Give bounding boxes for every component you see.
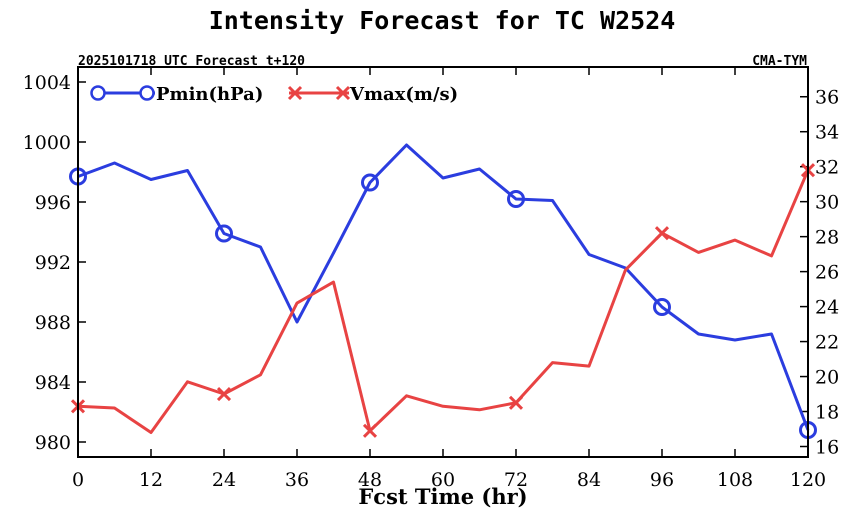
chart-subtitle-right: CMA-TYM <box>752 54 807 69</box>
x-tick-label: 36 <box>285 469 309 491</box>
legend: Pmin(hPa) Vmax(m/s) <box>90 84 458 105</box>
y-right-tick-label: 28 <box>815 227 839 249</box>
vmax-point <box>362 423 378 438</box>
data-series <box>69 143 817 439</box>
y-right-tick-label: 18 <box>815 402 839 424</box>
legend-pmin-label: Pmin(hPa) <box>156 84 263 105</box>
y-right-tick-label: 34 <box>815 122 839 144</box>
x-tick-label: 60 <box>431 469 455 491</box>
vmax-point <box>216 386 232 402</box>
y-left-tick-label: 980 <box>35 432 71 454</box>
x-tick-label: 48 <box>358 469 382 491</box>
x-tick-label: 84 <box>577 469 601 491</box>
x-tick-label: 72 <box>504 469 528 491</box>
y-left-tick-label: 1000 <box>23 132 71 154</box>
legend-pmin-marker <box>90 85 106 101</box>
y-right-tick-label: 16 <box>815 437 839 459</box>
legend-vmax-marker <box>287 85 303 101</box>
vmax-point <box>508 395 524 410</box>
y-right-tick-label: 32 <box>815 157 839 179</box>
legend-vmax-marker <box>335 85 351 101</box>
y-right-tick-label: 24 <box>815 297 839 319</box>
y-right-tick-label: 20 <box>815 367 839 389</box>
chart-title: Intensity Forecast for TC W2524 <box>209 6 676 35</box>
x-axis-label: Fcst Time (hr) <box>358 484 527 509</box>
x-tick-label: 0 <box>72 469 84 491</box>
pmin-point <box>507 190 525 208</box>
pmin-point <box>653 298 671 316</box>
plot-frame <box>77 66 809 458</box>
vmax-point <box>654 226 670 241</box>
y-left-tick-label: 984 <box>35 372 71 394</box>
axis-ticks: 0 12 24 36 48 60 72 84 96 108 120 980 984 988 992 996 10… <box>23 67 839 491</box>
pmin-point <box>361 173 379 192</box>
x-tick-label: 120 <box>790 469 826 491</box>
y-right-tick-label: 30 <box>815 192 839 214</box>
y-left-tick-label: 996 <box>35 192 71 214</box>
chart-subtitle-left: 2025101718 UTC Forecast t+120 <box>78 54 305 69</box>
y-left-tick-label: 1004 <box>23 72 71 94</box>
pmin-series-line <box>77 143 810 431</box>
legend-vmax-label: Vmax(m/s) <box>349 84 458 105</box>
x-tick-label: 24 <box>212 469 236 491</box>
legend-pmin-marker <box>139 85 155 101</box>
y-right-tick-label: 26 <box>815 262 839 284</box>
x-tick-label: 108 <box>717 469 753 491</box>
y-left-tick-label: 992 <box>35 252 71 274</box>
vmax-series-line <box>77 169 810 434</box>
x-tick-label: 12 <box>139 469 163 491</box>
y-right-tick-label: 36 <box>815 87 839 109</box>
pmin-point <box>215 224 233 243</box>
y-left-tick-label: 988 <box>35 312 71 334</box>
x-tick-label: 96 <box>650 469 674 491</box>
y-right-tick-label: 22 <box>815 332 839 354</box>
